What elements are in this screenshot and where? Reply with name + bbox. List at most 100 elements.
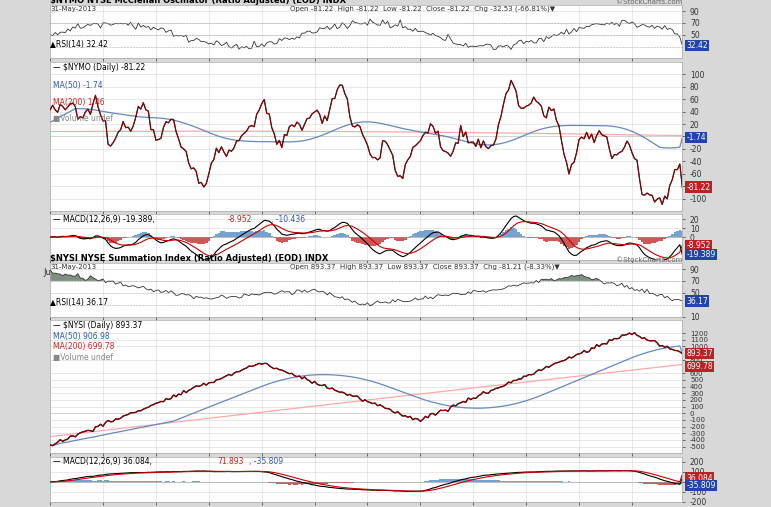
Bar	[426, 481, 429, 482]
Bar	[62, 481, 64, 482]
Bar	[515, 481, 517, 482]
Bar	[643, 237, 646, 244]
Bar	[595, 235, 598, 237]
Bar	[195, 237, 197, 243]
Bar	[376, 237, 379, 245]
Bar	[651, 482, 653, 484]
Bar	[102, 481, 104, 482]
Bar	[422, 231, 424, 237]
Bar	[351, 482, 354, 483]
Bar	[187, 237, 190, 242]
Bar	[334, 235, 336, 237]
Bar	[308, 482, 311, 484]
Bar	[160, 237, 162, 240]
Bar	[283, 237, 285, 242]
Bar	[530, 237, 533, 238]
Bar	[510, 228, 512, 237]
Bar	[601, 234, 603, 237]
Bar	[237, 232, 241, 237]
Text: -19.389: -19.389	[686, 250, 715, 259]
Bar	[348, 237, 351, 238]
Bar	[356, 237, 359, 243]
Bar	[467, 236, 470, 237]
Bar	[439, 234, 442, 237]
Bar	[117, 237, 120, 241]
Bar	[255, 231, 258, 237]
Bar	[678, 230, 681, 237]
Bar	[424, 230, 426, 237]
Bar	[492, 237, 495, 238]
Bar	[454, 237, 457, 238]
Text: Open 893.37  High 893.37  Low 893.37  Close 893.37  Chg -81.21 (-8.33%)▼: Open 893.37 High 893.37 Low 893.37 Close…	[291, 264, 560, 270]
Bar	[328, 482, 331, 484]
Text: ©StockCharts.com: ©StockCharts.com	[616, 0, 682, 5]
Bar	[64, 481, 66, 482]
Bar	[648, 482, 651, 484]
Text: , -10.436: , -10.436	[271, 215, 305, 224]
Bar	[447, 479, 449, 482]
Bar	[205, 237, 207, 243]
Bar	[638, 237, 641, 240]
Bar	[82, 480, 84, 482]
Bar	[323, 482, 326, 484]
Bar	[348, 482, 351, 483]
Bar	[674, 232, 676, 237]
Bar	[392, 237, 394, 238]
Bar	[316, 235, 318, 237]
Bar	[671, 234, 674, 237]
Bar	[571, 237, 573, 248]
Bar	[361, 482, 364, 483]
Bar	[281, 482, 283, 484]
Bar	[235, 232, 237, 237]
Text: 36.084: 36.084	[686, 474, 713, 483]
Bar	[104, 481, 107, 482]
Bar	[658, 237, 661, 241]
Bar	[359, 237, 361, 243]
Bar	[389, 237, 392, 238]
Bar	[288, 237, 291, 240]
Bar	[107, 480, 109, 482]
Text: ▲RSI(14) 32.42: ▲RSI(14) 32.42	[50, 40, 108, 49]
Bar	[661, 482, 663, 485]
Bar	[247, 231, 251, 237]
Bar	[221, 231, 223, 237]
Bar	[281, 237, 283, 243]
Bar	[648, 237, 651, 244]
Bar	[678, 482, 681, 484]
Bar	[89, 237, 92, 238]
Bar	[497, 236, 500, 237]
Bar	[379, 237, 382, 244]
Bar	[197, 237, 200, 244]
Bar	[565, 237, 567, 247]
Bar	[615, 237, 618, 239]
Bar	[517, 481, 520, 482]
Bar	[140, 233, 142, 237]
Bar	[472, 480, 474, 482]
Bar	[372, 237, 374, 246]
Text: 71.893: 71.893	[217, 457, 244, 466]
Bar	[436, 480, 439, 482]
Bar	[155, 237, 157, 239]
Bar	[114, 481, 117, 482]
Bar	[127, 481, 130, 482]
Bar	[533, 237, 535, 238]
Bar	[444, 479, 447, 482]
Bar	[104, 237, 107, 239]
Bar	[505, 481, 507, 482]
Bar	[462, 236, 464, 237]
Bar	[588, 235, 591, 237]
Bar	[227, 232, 231, 237]
Bar	[641, 482, 643, 483]
Bar	[641, 237, 643, 242]
Bar	[460, 236, 462, 237]
Bar	[457, 479, 460, 482]
Bar	[495, 480, 497, 482]
Bar	[285, 237, 288, 242]
Bar	[130, 481, 132, 482]
Bar	[663, 482, 666, 485]
Bar	[241, 231, 243, 237]
Bar	[409, 236, 412, 237]
Bar	[321, 482, 323, 484]
Bar	[638, 482, 641, 483]
Bar	[193, 237, 195, 243]
